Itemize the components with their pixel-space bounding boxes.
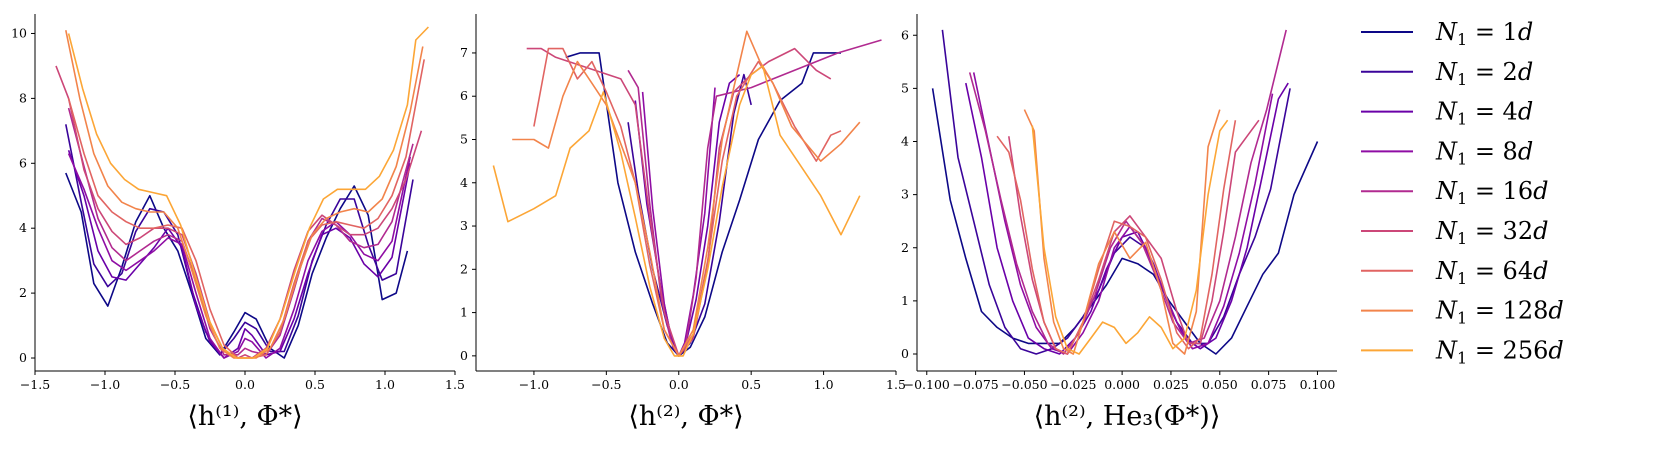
series-line-4 (968, 29, 1287, 355)
x-tick-label: −0.5 (591, 377, 621, 392)
x-tick-label: −1.5 (20, 377, 50, 392)
legend-label: N1 = 4d (1435, 98, 1533, 129)
x-tick-label: −1.0 (90, 377, 120, 392)
series-line-5 (526, 47, 832, 357)
series-line-7 (1023, 109, 1221, 355)
x-tick-label: 1.5 (886, 377, 906, 392)
x-tick-label: 0.100 (1300, 377, 1336, 392)
x-tick-label: 0.050 (1202, 377, 1238, 392)
series-line-7 (512, 30, 861, 357)
legend-label: N1 = 8d (1435, 137, 1533, 168)
legend-entry: N1 = 4d (1361, 98, 1533, 129)
y-tick-label: 1 (460, 305, 468, 320)
legend-entry: N1 = 1d (1361, 18, 1533, 49)
series-line-8 (1031, 119, 1229, 355)
y-tick-label: 4 (19, 220, 27, 235)
x-tick-label: 1.0 (375, 377, 395, 392)
y-tick-label: 1 (901, 293, 909, 308)
y-tick-label: 6 (901, 27, 909, 42)
panel-h2-phi: −1.0 −0.5 0.0 0.5 1.0 1.5 0 1 2 3 4 5 6 7 ⟨h⁽²⁾, Φ*⟩ (460, 14, 906, 432)
series-line-0 (565, 52, 841, 357)
x-tick-label: 0.025 (1153, 377, 1189, 392)
x-tick-label: 1.5 (445, 377, 465, 392)
x-tick-label: −0.5 (160, 377, 190, 392)
x-tick-label: 0.5 (305, 377, 325, 392)
legend: N1 = 1d N1 = 2d N1 = 4d N1 = 8d N1 = 16d N1 =… (1361, 18, 1564, 367)
x-tick-label: 0.0 (235, 377, 255, 392)
y-tick-label: 4 (460, 175, 468, 190)
y-tick-label: 6 (460, 88, 468, 103)
legend-label: N1 = 32d (1435, 217, 1548, 248)
x-tick-label: −0.050 (1001, 377, 1047, 392)
legend-entry: N1 = 8d (1361, 137, 1533, 168)
y-tick-label: 0 (19, 350, 27, 365)
legend-entry: N1 = 128d (1361, 297, 1564, 328)
series-line-3 (972, 72, 1274, 355)
series-line-1 (941, 29, 1291, 355)
legend-entry: N1 = 64d (1361, 257, 1548, 288)
legend-label: N1 = 1d (1435, 18, 1533, 49)
series-line-4 (67, 107, 414, 356)
x-tick-label: 0.000 (1104, 377, 1140, 392)
y-tick-label: 5 (460, 131, 468, 146)
series-line-0 (931, 88, 1319, 355)
y-tick-label: 0 (901, 346, 909, 361)
series-line-2 (965, 82, 1289, 355)
y-tick-label: 2 (19, 285, 27, 300)
series-line-5 (55, 65, 423, 359)
x-axis-label: ⟨h⁽²⁾, Φ*⟩ (628, 401, 743, 432)
x-tick-label: 0.075 (1251, 377, 1287, 392)
legend-entry: N1 = 16d (1361, 177, 1548, 208)
legend-label: N1 = 64d (1435, 257, 1548, 288)
panel-h2-he3: −0.100 −0.075 −0.050 −0.025 0.000 0.025 0.050 0… (901, 14, 1337, 432)
legend-label: N1 = 256d (1435, 336, 1564, 367)
x-axis-label: ⟨h⁽²⁾, He₃(Φ*)⟩ (1034, 401, 1221, 432)
series-line-2 (67, 150, 411, 359)
y-tick-label: 3 (901, 187, 909, 202)
legend-label: N1 = 2d (1435, 58, 1533, 89)
series-line-3 (641, 87, 716, 357)
y-tick-label: 7 (460, 45, 468, 60)
y-tick-label: 0 (460, 348, 468, 363)
y-tick-label: 6 (19, 155, 27, 170)
y-tick-label: 8 (19, 90, 27, 105)
x-tick-label: 1.0 (814, 377, 834, 392)
series-line-4 (627, 39, 882, 357)
series-line-1 (65, 124, 414, 356)
y-tick-label: 4 (901, 134, 909, 149)
y-tick-label: 2 (901, 240, 909, 255)
series-line-8 (67, 26, 429, 359)
x-tick-label: 0.0 (669, 377, 689, 392)
series-line-5 (1008, 119, 1260, 355)
series-line-6 (533, 47, 842, 357)
x-tick-label: −1.0 (519, 377, 549, 392)
y-tick-label: 10 (11, 25, 27, 40)
x-tick-label: 0.5 (741, 377, 761, 392)
series-line-8 (492, 65, 861, 357)
series-line-0 (65, 172, 409, 359)
y-tick-label: 3 (460, 218, 468, 233)
series-line-6 (996, 120, 1237, 355)
legend-entry: N1 = 32d (1361, 217, 1548, 248)
y-tick-label: 5 (901, 80, 909, 95)
x-tick-label: −0.100 (904, 377, 950, 392)
legend-label: N1 = 16d (1435, 177, 1548, 208)
x-tick-label: −0.075 (952, 377, 998, 392)
legend-label: N1 = 128d (1435, 297, 1564, 328)
series-line-7 (65, 30, 424, 359)
y-tick-label: 2 (460, 261, 468, 276)
legend-entry: N1 = 2d (1361, 58, 1533, 89)
legend-entry: N1 = 256d (1361, 336, 1564, 367)
x-tick-label: −0.025 (1050, 377, 1096, 392)
x-axis-label: ⟨h⁽¹⁾, Φ*⟩ (187, 401, 302, 432)
